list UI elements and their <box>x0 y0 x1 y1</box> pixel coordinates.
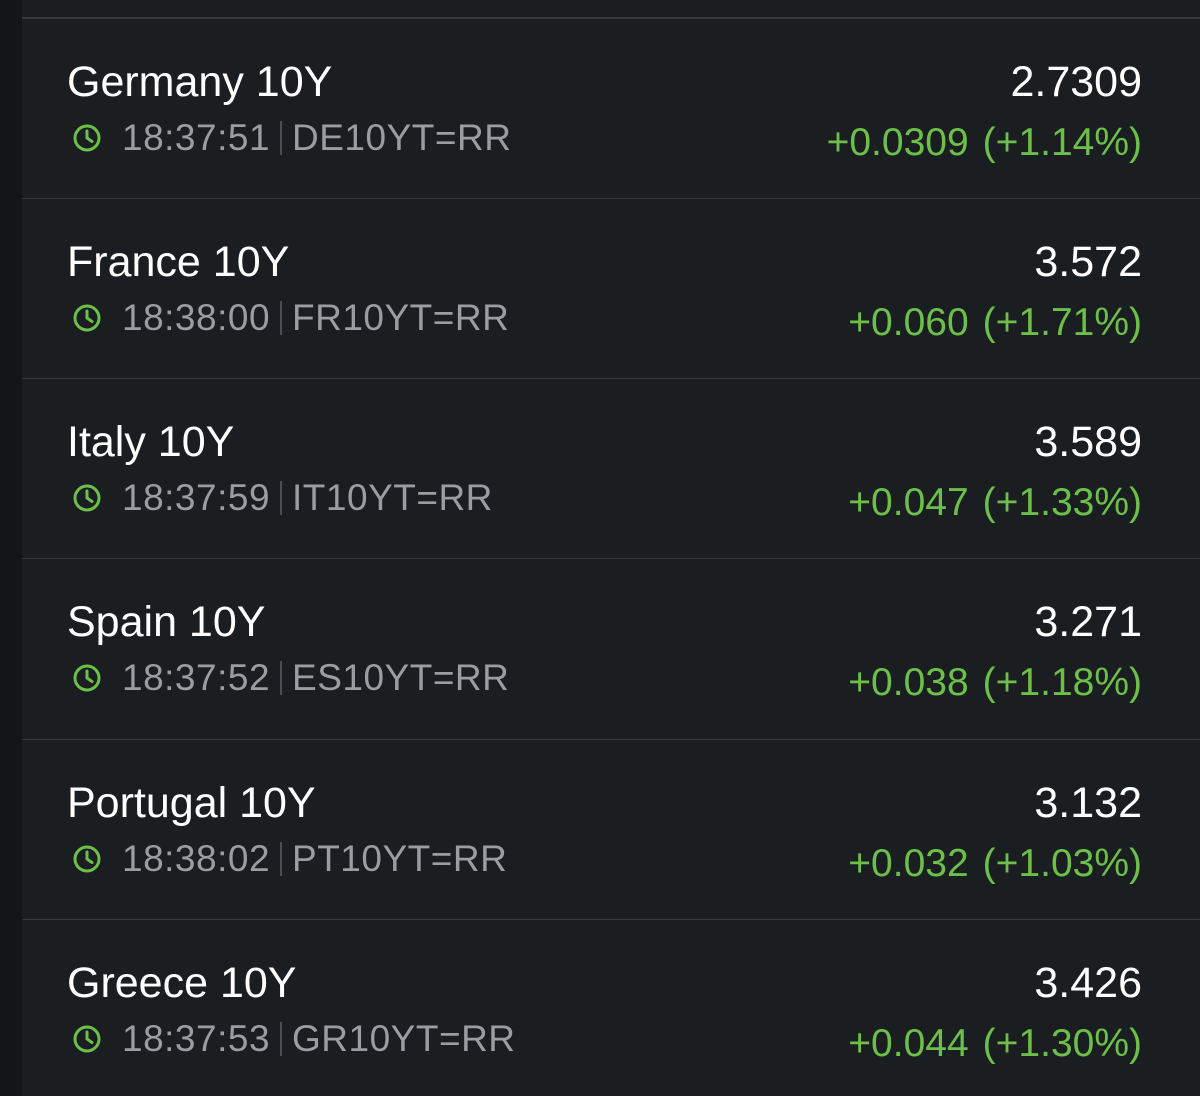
percent-change: (+1.14%) <box>982 121 1142 164</box>
net-change: +0.044 <box>848 1022 969 1065</box>
update-time: 18:37:51 <box>122 117 271 158</box>
change-line: +0.032 (+1.03%) <box>848 841 1142 887</box>
list-item[interactable]: Italy 10Y 18:37:59 IT10YT=RR 3.589 +0.04… <box>22 378 1200 558</box>
instrument-name: Italy 10Y <box>67 418 235 466</box>
change-line: +0.044 (+1.30%) <box>848 1021 1142 1067</box>
ric-code: ES10YT=RR <box>292 657 510 698</box>
list-item[interactable]: Portugal 10Y 18:38:02 PT10YT=RR 3.132 +0… <box>22 739 1200 919</box>
update-time: 18:37:52 <box>122 657 271 698</box>
ric-code: IT10YT=RR <box>292 477 493 518</box>
clock-icon <box>72 663 102 693</box>
percent-change: (+1.71%) <box>982 301 1142 344</box>
update-time: 18:38:00 <box>122 297 271 338</box>
separator <box>280 661 283 695</box>
bond-yield-list: Germany 10Y 18:37:51 DE10YT=RR 2.7309 +0… <box>22 0 1200 1096</box>
instrument-meta: 18:37:51 DE10YT=RR <box>72 116 511 160</box>
yield-value: 2.7309 <box>1010 58 1142 106</box>
instrument-meta: 18:37:59 IT10YT=RR <box>72 476 493 520</box>
clock-icon <box>72 123 102 153</box>
net-change: +0.038 <box>848 661 969 704</box>
separator <box>280 121 283 155</box>
separator <box>280 1022 283 1056</box>
ric-code: GR10YT=RR <box>292 1018 516 1059</box>
yield-value: 3.271 <box>1034 598 1142 646</box>
ric-code: DE10YT=RR <box>292 117 512 158</box>
change-line: +0.047 (+1.33%) <box>848 480 1142 526</box>
instrument-meta: 18:37:52 ES10YT=RR <box>72 656 509 700</box>
clock-icon <box>72 483 102 513</box>
yield-value: 3.132 <box>1034 779 1142 827</box>
yield-value: 3.589 <box>1034 418 1142 466</box>
percent-change: (+1.33%) <box>982 481 1142 524</box>
net-change: +0.032 <box>848 842 969 885</box>
percent-change: (+1.03%) <box>982 842 1142 885</box>
list-item[interactable]: Spain 10Y 18:37:52 ES10YT=RR 3.271 +0.03… <box>22 558 1200 738</box>
clock-icon <box>72 844 102 874</box>
clock-icon <box>72 303 102 333</box>
separator <box>280 481 283 515</box>
ric-code: PT10YT=RR <box>292 838 508 879</box>
separator <box>280 842 283 876</box>
yield-value: 3.572 <box>1034 238 1142 286</box>
list-item[interactable]: Greece 10Y 18:37:53 GR10YT=RR 3.426 +0.0… <box>22 919 1200 1096</box>
change-line: +0.038 (+1.18%) <box>848 660 1142 706</box>
ric-code: FR10YT=RR <box>292 297 510 338</box>
update-time: 18:37:59 <box>122 477 271 518</box>
yield-value: 3.426 <box>1034 959 1142 1007</box>
instrument-name: Portugal 10Y <box>67 779 316 827</box>
instrument-name: Spain 10Y <box>67 598 266 646</box>
instrument-name: France 10Y <box>67 238 290 286</box>
list-item[interactable]: France 10Y 18:38:00 FR10YT=RR 3.572 +0.0… <box>22 198 1200 378</box>
instrument-name: Greece 10Y <box>67 959 297 1007</box>
percent-change: (+1.30%) <box>982 1022 1142 1065</box>
instrument-name: Germany 10Y <box>67 58 333 106</box>
instrument-meta: 18:37:53 GR10YT=RR <box>72 1017 516 1061</box>
change-line: +0.060 (+1.71%) <box>848 300 1142 346</box>
instrument-meta: 18:38:00 FR10YT=RR <box>72 296 509 340</box>
net-change: +0.047 <box>848 481 969 524</box>
net-change: +0.060 <box>848 301 969 344</box>
separator <box>280 301 283 335</box>
update-time: 18:38:02 <box>122 838 271 879</box>
change-line: +0.0309 (+1.14%) <box>827 120 1142 166</box>
list-item[interactable]: Germany 10Y 18:37:51 DE10YT=RR 2.7309 +0… <box>22 18 1200 198</box>
net-change: +0.0309 <box>826 121 969 164</box>
divider <box>22 17 1200 18</box>
left-edge-strip <box>0 0 22 1096</box>
instrument-meta: 18:38:02 PT10YT=RR <box>72 837 507 881</box>
clock-icon <box>72 1024 102 1054</box>
percent-change: (+1.18%) <box>982 661 1142 704</box>
update-time: 18:37:53 <box>122 1018 271 1059</box>
